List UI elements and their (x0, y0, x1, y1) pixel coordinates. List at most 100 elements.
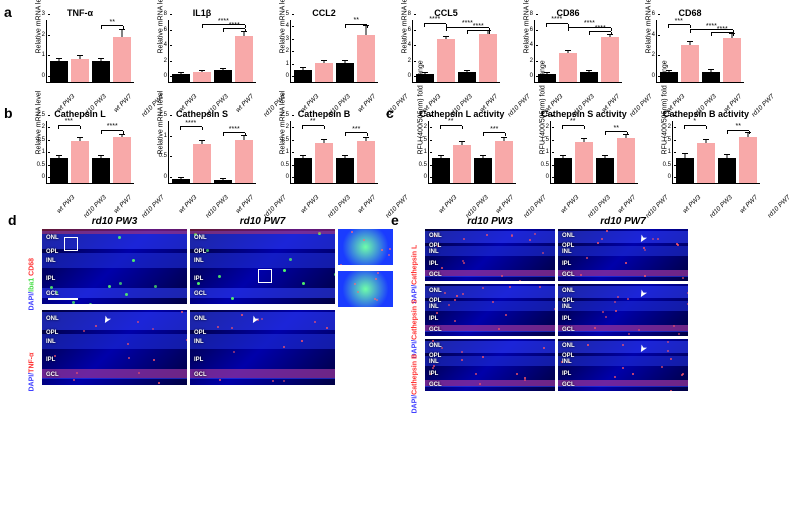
chart: CD68Relative mRNA level0246***********wt… (632, 8, 748, 103)
bar (681, 45, 699, 82)
layer-label: GCL (194, 372, 207, 378)
x-labels: wt PW3rd10 PW3wt PW7rd10 PW7 (290, 184, 378, 201)
chart: Cathepsin LRelative mRNA level00.511.522… (22, 109, 138, 204)
layer-label: OPL (429, 243, 441, 249)
significance-stars: **** (104, 123, 121, 130)
layer-label: ONL (194, 235, 207, 241)
y-axis-label: Relative mRNA level (36, 91, 43, 155)
x-labels: wt PW3rd10 PW3wt PW7rd10 PW7 (46, 83, 134, 100)
layer-label: ONL (46, 316, 59, 322)
micrograph: ONLOPLINLIPLGCL (425, 284, 555, 336)
layer-label: OPL (429, 353, 441, 359)
significance-stars: **** (226, 22, 243, 29)
panel-c-label: c (386, 105, 394, 121)
chart-area: Relative mRNA level012345** (290, 20, 378, 83)
layer-label: ONL (429, 288, 442, 294)
y-tick: 3 (42, 11, 47, 17)
x-labels: wt PW3rd10 PW3wt PW7rd10 PW7 (412, 83, 500, 100)
y-axis-label: Relative mRNA level (646, 0, 653, 54)
x-labels: wt PW3rd10 PW3wt PW7rd10 PW7 (428, 184, 516, 201)
significance-stars: ** (564, 118, 581, 125)
layer-label: INL (194, 339, 204, 345)
micrograph: ONLOPLINLIPLGCL➤ (558, 229, 688, 281)
micrograph: ONLOPLINLIPLGCL➤ (558, 284, 688, 336)
bar (235, 140, 253, 183)
x-labels: wt PW3rd10 PW3wt PW7rd10 PW7 (534, 83, 622, 100)
bar (357, 35, 375, 82)
bar (718, 158, 736, 183)
y-tick: 0.5 (541, 162, 551, 168)
y-tick: 1.5 (159, 112, 169, 118)
chart-area: Relative mRNA level00.511.522.5***** (290, 121, 378, 184)
stain-label: DAPI/Cathepsin B (412, 324, 419, 414)
bar (432, 158, 450, 183)
bar (357, 141, 375, 183)
layer-label: GCL (194, 291, 207, 297)
micrograph: ONLOPLINLIPLGCL (190, 229, 335, 304)
layer-label: INL (429, 249, 439, 255)
layer-label: ONL (46, 235, 59, 241)
x-label: wt PW7 (739, 194, 760, 215)
chart: Cathepsin B activityRFU (400/505nm) fold… (648, 109, 764, 204)
bar (172, 74, 190, 82)
bar (723, 38, 741, 82)
layer-label: IPL (46, 357, 55, 363)
x-labels: wt PW3rd10 PW3wt PW7rd10 PW7 (290, 83, 378, 100)
significance-stars: ** (348, 17, 365, 24)
x-labels: wt PW3rd10 PW3wt PW7rd10 PW7 (46, 184, 134, 201)
chart-area: RFU (400/505nm) fold change00.511.522.5*… (672, 121, 760, 184)
significance-stars: **** (714, 26, 731, 33)
panel-a-charts: TNF-αRelative mRNA level0123**wt PW3rd10… (22, 8, 748, 103)
y-tick: 2.5 (541, 112, 551, 118)
layer-label: IPL (429, 261, 438, 267)
chart: Cathepsin S activityRFU (400/505nm) fold… (526, 109, 642, 204)
bar (214, 180, 232, 183)
bar (697, 143, 715, 183)
chart: IL1βRelative mRNA level02468********wt P… (144, 8, 260, 103)
bar (50, 61, 68, 82)
layer-label: OPL (46, 249, 58, 255)
chart: CCL2Relative mRNA level012345**wt PW3rd1… (266, 8, 382, 103)
bars-group (429, 121, 516, 183)
layer-label: OPL (562, 243, 574, 249)
x-label: wt PW7 (113, 194, 134, 215)
layer-label: ONL (562, 233, 575, 239)
bars-group (47, 20, 134, 82)
significance-stars: ** (608, 125, 625, 132)
chart-area: RFU (400/505nm) fold change00.511.522.5*… (550, 121, 638, 184)
chart: Cathepsin L activityRFU (400/505nm) fold… (404, 109, 520, 204)
y-tick: 1.5 (281, 137, 291, 143)
bars-group (291, 20, 378, 82)
bar (702, 72, 720, 82)
y-tick: 0.5 (419, 162, 429, 168)
significance-stars: *** (60, 118, 77, 125)
y-axis-label: Relative mRNA level (36, 0, 43, 54)
chart-area: Relative mRNA level00.511.522.5******* (46, 121, 134, 184)
x-label: wt PW7 (235, 194, 256, 215)
layer-label: OPL (429, 298, 441, 304)
chart: CD86Relative mRNA level02468************… (510, 8, 626, 103)
column-title: rd10 PW3 (425, 216, 555, 227)
chart: Cathepsin BRelative mRNA level00.511.522… (266, 109, 382, 204)
y-tick: 8 (408, 11, 413, 17)
layer-label: INL (46, 339, 56, 345)
y-tick: 2.5 (419, 112, 429, 118)
layer-label: ONL (562, 343, 575, 349)
x-label: wt PW3 (178, 194, 199, 215)
scale-bar (48, 298, 78, 300)
figure: a TNF-αRelative mRNA level0123**wt PW3rd… (8, 8, 792, 394)
panel-c-charts: Cathepsin L activityRFU (400/505nm) fold… (404, 109, 764, 204)
bar (336, 63, 354, 82)
bar (92, 61, 110, 82)
x-labels: wt PW3rd10 PW3wt PW7rd10 PW7 (168, 83, 256, 100)
layer-label: GCL (562, 272, 575, 278)
bars-group (169, 121, 256, 183)
column-title: rd10 PW7 (190, 216, 335, 227)
x-labels: wt PW3rd10 PW3wt PW7rd10 PW7 (168, 184, 256, 201)
stain-label: DAPI/Iba1/CD68 (29, 230, 36, 310)
layer-label: IPL (46, 276, 55, 282)
layer-label: INL (194, 258, 204, 264)
significance-stars: ** (304, 118, 321, 125)
bar (172, 179, 190, 183)
panel-a-label: a (4, 4, 12, 20)
